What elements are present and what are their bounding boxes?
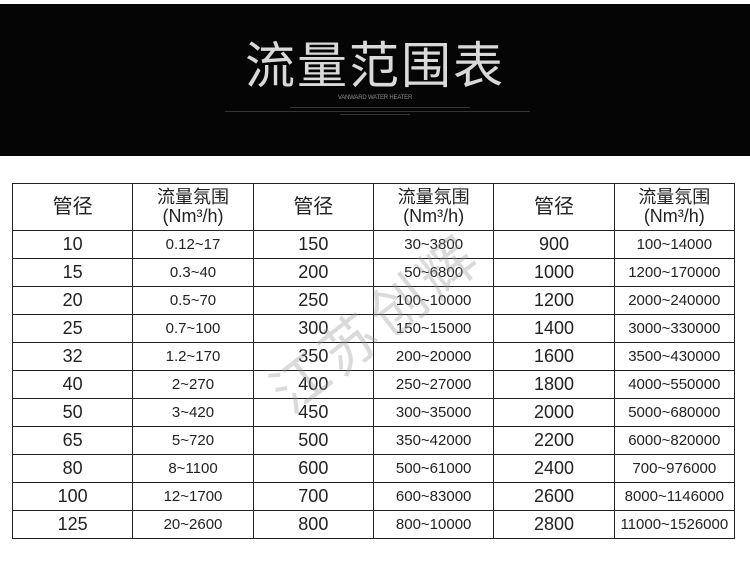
cell-flow-range: 30~3800	[372, 230, 495, 259]
cell-pipe-diameter: 450	[252, 398, 374, 427]
cell-flow-range: 3~420	[132, 398, 254, 427]
cell-flow-range: 500~61000	[372, 454, 495, 483]
cell-flow-range: 150~15000	[372, 314, 495, 343]
cell-pipe-diameter: 1600	[493, 342, 615, 371]
cell-pipe-diameter: 500	[252, 426, 374, 455]
header-flow-label: 流量氛围	[156, 187, 229, 207]
cell-flow-range: 20~2600	[132, 510, 254, 539]
header-flow-label: 流量氛围	[638, 187, 711, 207]
table-row: 80 8~1100 600 500~61000 2400 700~976000	[11, 454, 736, 483]
cell-flow-range: 0.3~40	[132, 258, 254, 287]
cell-flow-range: 200~20000	[372, 342, 495, 371]
cell-pipe-diameter: 80	[11, 454, 134, 483]
cell-flow-range: 1200~170000	[613, 258, 736, 287]
cell-pipe-diameter: 2600	[493, 482, 615, 511]
cell-pipe-diameter: 1400	[493, 314, 615, 343]
table-row: 25 0.7~100 300 150~15000 1400 3000~330000	[11, 314, 736, 343]
cell-pipe-diameter: 2200	[493, 426, 615, 455]
cell-pipe-diameter: 200	[252, 258, 374, 287]
header-flow-range: 流量氛围 (Nm³/h)	[372, 183, 495, 231]
flow-range-table: 管径 流量氛围 (Nm³/h) 管径 流量氛围 (Nm³/h) 管径 流量氛围 (Nm…	[11, 183, 736, 539]
cell-pipe-diameter: 125	[11, 510, 134, 539]
header-pipe-diameter: 管径	[11, 183, 134, 231]
cell-flow-range: 700~976000	[613, 454, 736, 483]
cell-flow-range: 600~83000	[372, 482, 495, 511]
cell-flow-range: 6000~820000	[613, 426, 736, 455]
cell-pipe-diameter: 15	[11, 258, 134, 287]
cell-pipe-diameter: 700	[252, 482, 374, 511]
table-row: 125 20~2600 800 800~10000 2800 11000~1526000	[11, 510, 736, 539]
cell-flow-range: 0.5~70	[132, 286, 254, 315]
cell-pipe-diameter: 1800	[493, 370, 615, 399]
cell-flow-range: 11000~1526000	[613, 510, 736, 539]
decorative-line	[340, 114, 410, 115]
header-flow-range: 流量氛围 (Nm³/h)	[132, 183, 254, 231]
cell-pipe-diameter: 65	[11, 426, 134, 455]
cell-pipe-diameter: 40	[11, 370, 134, 399]
header-pipe-diameter: 管径	[493, 183, 615, 231]
cell-flow-range: 100~10000	[372, 286, 495, 315]
cell-pipe-diameter: 800	[252, 510, 374, 539]
cell-flow-range: 8~1100	[132, 454, 254, 483]
cell-pipe-diameter: 100	[11, 482, 134, 511]
cell-pipe-diameter: 2000	[493, 398, 615, 427]
cell-pipe-diameter: 2800	[493, 510, 615, 539]
cell-pipe-diameter: 1000	[493, 258, 615, 287]
header-flow-unit: (Nm³/h)	[403, 206, 465, 226]
cell-pipe-diameter: 150	[252, 230, 374, 259]
header-flow-label: 流量氛围	[397, 187, 470, 207]
header-flow-unit: (Nm³/h)	[162, 206, 224, 226]
cell-flow-range: 0.12~17	[132, 230, 254, 259]
table-row: 65 5~720 500 350~42000 2200 6000~820000	[11, 426, 736, 455]
table-row: 10 0.12~17 150 30~3800 900 100~14000	[11, 230, 736, 259]
cell-flow-range: 4000~550000	[613, 370, 736, 399]
cell-flow-range: 300~35000	[372, 398, 495, 427]
cell-pipe-diameter: 25	[11, 314, 134, 343]
table-header-row: 管径 流量氛围 (Nm³/h) 管径 流量氛围 (Nm³/h) 管径 流量氛围 (Nm…	[11, 183, 736, 231]
cell-pipe-diameter: 350	[252, 342, 374, 371]
header-flow-range: 流量氛围 (Nm³/h)	[613, 183, 736, 231]
cell-pipe-diameter: 900	[493, 230, 615, 259]
banner-subtitle: VANWARD WATER HEATER	[337, 95, 413, 101]
cell-flow-range: 2000~240000	[613, 286, 736, 315]
cell-pipe-diameter: 10	[11, 230, 134, 259]
cell-flow-range: 5~720	[132, 426, 254, 455]
cell-pipe-diameter: 300	[252, 314, 374, 343]
cell-flow-range: 50~6800	[372, 258, 495, 287]
table-row: 100 12~1700 700 600~83000 2600 8000~1146000	[11, 482, 736, 511]
cell-flow-range: 12~1700	[132, 482, 254, 511]
cell-flow-range: 800~10000	[372, 510, 495, 539]
cell-pipe-diameter: 400	[252, 370, 374, 399]
cell-flow-range: 5000~680000	[613, 398, 736, 427]
table-row: 50 3~420 450 300~35000 2000 5000~680000	[11, 398, 736, 427]
page-title: 流量范围表	[245, 37, 505, 95]
cell-flow-range: 3000~330000	[613, 314, 736, 343]
table-row: 40 2~270 400 250~27000 1800 4000~550000	[11, 370, 736, 399]
decorative-line	[290, 107, 470, 108]
decorative-line	[225, 111, 530, 112]
cell-flow-range: 250~27000	[372, 370, 495, 399]
cell-flow-range: 0.7~100	[132, 314, 254, 343]
header-flow-unit: (Nm³/h)	[643, 206, 705, 226]
cell-pipe-diameter: 600	[252, 454, 374, 483]
cell-flow-range: 350~42000	[372, 426, 495, 455]
cell-pipe-diameter: 2400	[493, 454, 615, 483]
cell-flow-range: 100~14000	[613, 230, 736, 259]
cell-flow-range: 3500~430000	[613, 342, 736, 371]
header-pipe-diameter: 管径	[252, 183, 374, 231]
cell-flow-range: 8000~1146000	[613, 482, 736, 511]
table-row: 20 0.5~70 250 100~10000 1200 2000~240000	[11, 286, 736, 315]
cell-flow-range: 1.2~170	[132, 342, 254, 371]
table-row: 32 1.2~170 350 200~20000 1600 3500~430000	[11, 342, 736, 371]
cell-pipe-diameter: 20	[11, 286, 134, 315]
cell-pipe-diameter: 250	[252, 286, 374, 315]
table-row: 15 0.3~40 200 50~6800 1000 1200~170000	[11, 258, 736, 287]
cell-pipe-diameter: 32	[11, 342, 134, 371]
header-banner: 流量范围表 VANWARD WATER HEATER	[0, 4, 750, 156]
cell-flow-range: 2~270	[132, 370, 254, 399]
cell-pipe-diameter: 1200	[493, 286, 615, 315]
cell-pipe-diameter: 50	[11, 398, 134, 427]
